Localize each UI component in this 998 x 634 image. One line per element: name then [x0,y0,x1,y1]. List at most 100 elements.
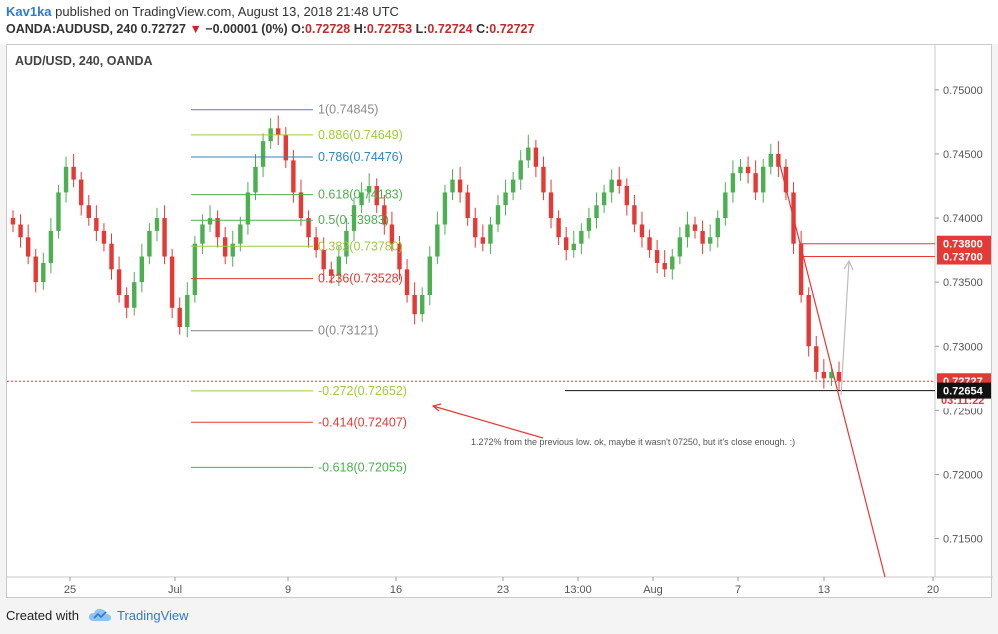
fib-level-label: -0.414(0.72407) [318,415,407,429]
low-label: L: [415,22,428,36]
candle-body [132,282,137,308]
candle-body [829,371,834,379]
candle-body [563,237,569,251]
candle-body [253,166,258,193]
candle-body [200,224,205,244]
candle-body [624,186,630,206]
last-price: 0.72727 [140,22,186,36]
tradingview-cloud-icon[interactable] [88,607,112,623]
change-value: −0.00001 (0%) [205,22,288,36]
publish-line: Kav1ka published on TradingView.com, Aug… [6,4,399,19]
candle-body [609,179,614,193]
candle-body [116,269,122,295]
candle-body [10,218,16,225]
candle-body [647,237,652,251]
candle-body [139,256,145,283]
candle-body [382,205,387,225]
candle-body [154,218,160,231]
candle-body [291,160,296,193]
candle-body [63,166,69,193]
candle-body [359,192,364,206]
x-tick-label: Aug [643,584,663,596]
fib-level-label: -0.618(0.72055) [318,460,407,474]
candle-body [518,160,523,180]
candle-body [48,230,54,263]
trend-line [777,156,886,578]
candle-body [480,237,486,244]
candle-body [473,218,478,238]
candle-body [548,192,554,219]
candle-body [821,371,827,379]
candle-body [298,192,304,219]
close-value: 0.72727 [489,22,535,36]
y-tick-label: 0.74500 [943,149,983,161]
annotation-text: 1.272% from the previous low. ok, maybe … [471,437,795,447]
projection-arrow-head [843,259,854,271]
candle-body [662,262,667,270]
candle-body [738,166,743,174]
candle-body [715,218,720,238]
candle-body [366,186,372,193]
candle-body [192,243,198,295]
candle-body [814,346,819,372]
chart-area[interactable]: AUD/USD, 240, OANDA 0.75000 0.74500 0.74000… [6,44,993,599]
x-tick-label: 7 [735,584,741,596]
candle-body [230,243,235,257]
published-text: published on TradingView.com, August 13,… [55,4,399,19]
created-with-text: Created with [6,608,79,623]
candle-body [442,192,448,225]
candle-body [495,205,501,225]
candle-body [56,192,61,231]
candle-body [586,218,592,231]
candle-body [556,218,561,238]
candle-body [185,294,190,328]
candle-body [344,230,349,257]
y-tick-label: 0.73000 [943,341,983,353]
y-tick-label: 0.75000 [943,85,983,97]
candle-body [594,205,599,219]
price-chart[interactable]: AUD/USD, 240, OANDA 0.75000 0.74500 0.74000… [7,45,993,599]
y-tick-label: 0.72000 [943,469,983,481]
candle-body [215,218,220,238]
candle-body [79,179,84,206]
x-tick-label: 25 [64,584,76,596]
candle-body [374,186,379,206]
candle-body [768,153,773,167]
candle-body [321,250,326,270]
footer: Created with TradingView [0,598,998,634]
candle-body [510,179,516,193]
candle-body [18,224,23,238]
candle-body [41,262,46,283]
candle-body [124,294,129,308]
tradingview-brand-link[interactable]: TradingView [117,608,189,623]
candle-body [177,307,182,328]
candle-body [488,224,493,244]
fib-level-label: 0.5(0.73983) [318,213,389,227]
x-tick-label: 13:00 [564,584,592,596]
candle-body [761,166,766,193]
author-link[interactable]: Kav1ka [6,4,52,19]
candle-body [457,179,463,193]
symbol-label: OANDA:AUDUSD, 240 [6,22,138,36]
candle-body [730,173,736,193]
candle-body [25,237,31,257]
annotation-arrow-line [432,405,544,439]
fib-level-label: 0.618(0.74183) [318,188,403,202]
candle-body [147,230,152,257]
candle-body [420,294,425,315]
candle-body [94,218,99,231]
candle-body [329,269,334,276]
candle-body [336,256,342,276]
candle-body [238,224,243,244]
high-label: H: [353,22,367,36]
candle-body [109,243,114,270]
x-tick-label: 9 [285,584,291,596]
candle-body [692,224,698,231]
candle-body [503,192,508,206]
y-tick-label: 0.74000 [943,213,983,225]
candle-body [571,243,576,251]
candle-body [313,237,319,251]
candle-body [745,166,751,174]
candle-body [700,230,705,244]
candle-body [306,218,311,238]
